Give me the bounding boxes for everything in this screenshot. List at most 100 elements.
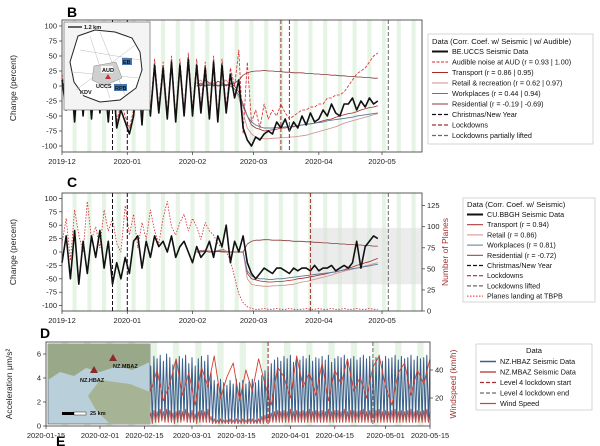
weekend-band <box>382 20 387 152</box>
weekend-band <box>284 342 291 426</box>
inset-map-district <box>91 61 123 87</box>
legend-entry-label: BE.UCCS Seismic Data <box>452 47 528 56</box>
x-tick-label: 2019-12 <box>48 316 76 325</box>
series-line-cu-bbgh-seismic-data <box>61 224 379 285</box>
panel-d-x-ticks: 2020-01-15 2020-02-01 2020-02-15 2020-03-01… <box>27 426 449 440</box>
legend-entry-label: Transport (r = 0.86 | 0.95) <box>452 68 534 77</box>
legend-entry-label: NZ.HBAZ Seismic Data <box>500 357 575 366</box>
x-tick-label: 2019-12 <box>48 157 76 166</box>
legend-entry-label: Christmas/New Year <box>452 110 518 119</box>
panel-c-legend: Data (Corr. Coef. w/ Seismic) CU.BBGH Se… <box>462 197 596 303</box>
x-tick-label: 2020-04-01 <box>271 431 309 440</box>
panel-d-y2-axis-title: Windspeed (km/h) <box>448 349 458 418</box>
inset-label-aud-box <box>101 66 113 73</box>
y2-tick-label: 20 <box>435 394 443 403</box>
legend-entry-label: CU.BBGH Seismic Data <box>487 210 564 219</box>
weekend-band <box>352 20 357 152</box>
x-tick-label: 2020-02 <box>179 157 207 166</box>
legend-entry-label: Level 4 lockdown end <box>500 389 569 398</box>
weekend-band <box>395 342 402 426</box>
x-tick-label: 2020-05 <box>368 157 396 166</box>
panel-c-event-lines <box>112 193 389 311</box>
panel-c: 100 75 50 25 0 -25 -50 -75 -100 125 100 75 50 25 0 20… <box>8 192 596 325</box>
weekend-band <box>278 193 283 311</box>
y-tick-label: 0 <box>53 248 57 257</box>
panel-d-legend-title: Data <box>526 346 543 355</box>
x-tick-label: 2020-04 <box>305 316 333 325</box>
panel-letter-b: B <box>67 4 77 20</box>
weekend-band <box>396 20 401 152</box>
panel-b-y-axis-title: Change (percent) <box>8 55 18 121</box>
panel-d-legend: Data NZ.HBAZ Seismic Data NZ.MBAZ Seismic… <box>475 343 593 411</box>
weekend-band <box>102 193 107 311</box>
legend-entry-label: Planes landing at TBPB <box>487 292 563 301</box>
panel-letter-d: D <box>40 325 50 341</box>
inset-label-aud: AUD <box>102 68 114 74</box>
y-tick-label: 50 <box>49 52 57 61</box>
y-tick-label: 50 <box>49 221 57 230</box>
series-line-nz-hbaz-seismic-data <box>118 352 431 425</box>
weekend-band <box>131 193 136 311</box>
y-tick-label: -50 <box>46 112 57 121</box>
legend-entry-label: NZ.MBAZ Seismic Data <box>500 368 576 377</box>
panel-b-legend: Data (Corr. Coef. w/ Seismic | w/ Audibl… <box>427 33 594 145</box>
x-tick-label: 2020-02-15 <box>125 431 163 440</box>
panel-letter-c: C <box>67 174 77 190</box>
y-tick-label: -75 <box>46 288 57 297</box>
y-tick-label: 0 <box>37 422 41 431</box>
panel-c-legend-box <box>462 197 596 303</box>
legend-entry-label: Retail (r = 0.86) <box>487 230 537 239</box>
y2-tick-label: 100 <box>427 222 440 231</box>
inset-d-label-mbaz: NZ.MBAZ <box>113 364 138 370</box>
panel-d-frame <box>45 341 431 427</box>
weekend-band <box>249 193 254 311</box>
inset-label-uccs: UCCS <box>96 84 112 90</box>
weekend-band <box>367 20 372 152</box>
panel-letter-e: E <box>56 433 65 446</box>
panel-c-legend-title: Data (Corr. Coef. w/ Seismic) <box>467 200 566 209</box>
weekend-band <box>72 193 77 311</box>
inset-label-kdv-box <box>80 88 92 95</box>
inset-d-marker-mbaz <box>109 354 117 361</box>
weekend-band <box>150 342 157 426</box>
x-tick-label: 2020-03-15 <box>217 431 255 440</box>
inset-d-marker-hbaz <box>90 366 98 373</box>
x-tick-label: 2020-05 <box>368 316 396 325</box>
legend-entry-label: Lockdowns partially lifted <box>452 131 532 140</box>
panel-c-y-axis-title: Change (percent) <box>8 219 18 285</box>
inset-d-land-south <box>88 380 150 424</box>
y-tick-label: 75 <box>49 37 57 46</box>
y-tick-label: -100 <box>42 301 57 310</box>
panel-d-y2-ticks: 40 20 <box>430 366 443 403</box>
legend-entry-label: Lockdowns <box>452 121 488 130</box>
x-tick-label: 2020-03-01 <box>173 431 211 440</box>
y-tick-label: 100 <box>44 194 57 203</box>
weekend-band <box>219 20 225 152</box>
weekend-band <box>293 193 298 311</box>
inset-d-scale-bar-white <box>73 411 87 416</box>
panel-d-event-lines <box>267 342 374 426</box>
inset-d-label-hbaz: NZ.HBAZ <box>80 378 105 384</box>
y2-tick-label: 125 <box>427 201 440 210</box>
legend-entry-label: Transport (r = 0.94) <box>487 220 549 229</box>
y-tick-label: 2 <box>37 398 41 407</box>
y-tick-label: 4 <box>37 374 41 383</box>
panel-c-y2-ticks: 125 100 75 50 25 0 <box>422 201 440 316</box>
weekend-band <box>249 20 254 152</box>
weekend-band <box>264 193 269 311</box>
legend-entry-label: Lockdowns lifted <box>487 281 540 290</box>
panel-b-inset-map: 1.2 km AUD UCCS EB KDV RPB <box>63 21 151 111</box>
y-tick-label: 100 <box>44 22 57 31</box>
weekend-band <box>172 342 180 426</box>
panel-b-legend-box <box>427 33 594 145</box>
panel-c-series <box>61 201 379 310</box>
y2-tick-label: 50 <box>427 264 435 273</box>
panel-b-y-ticks: 100 75 50 25 0 -25 -50 -75 -100 <box>42 22 62 151</box>
weekend-band <box>306 342 313 426</box>
inset-station-marker <box>105 74 111 79</box>
x-tick-label: 2020-02 <box>179 316 207 325</box>
weekend-band <box>417 342 424 426</box>
inset-label-eb: EB <box>123 60 131 66</box>
